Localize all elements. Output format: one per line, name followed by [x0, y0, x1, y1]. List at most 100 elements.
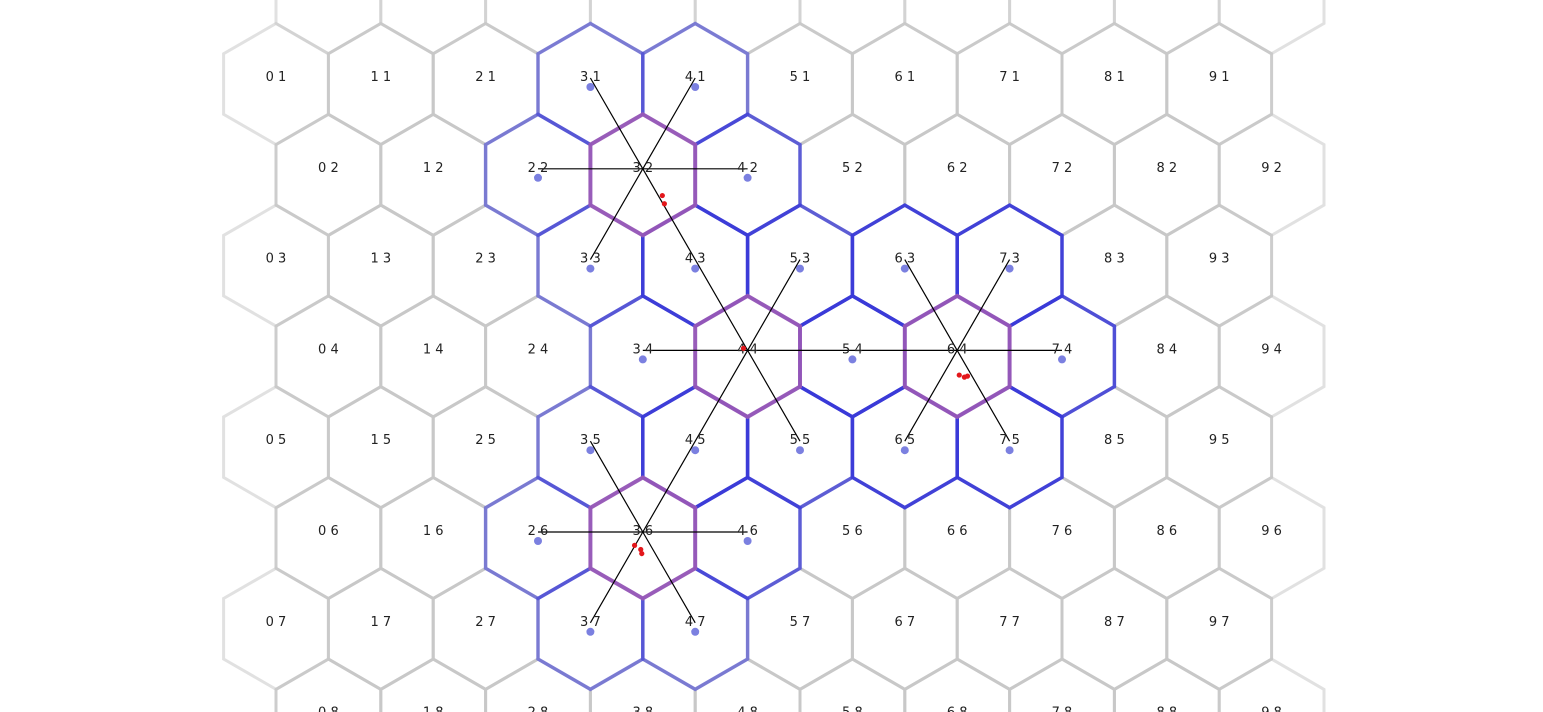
hex-cell	[1217, 657, 1326, 712]
node-dot	[691, 264, 700, 273]
node-dot	[848, 355, 857, 364]
cell-label: 2 3	[475, 252, 496, 267]
cell-label: 2 7	[475, 615, 496, 630]
link-line	[642, 168, 801, 442]
center-hex-cell	[902, 293, 1012, 420]
cell-label: 1 8	[423, 706, 444, 712]
cell-label: 8 2	[1156, 161, 1177, 176]
cell-label: 0 2	[318, 161, 339, 176]
cell-label: 1 3	[370, 252, 391, 267]
cell-label: 6 2	[947, 161, 968, 176]
node-dot	[1058, 355, 1066, 364]
node-dot	[796, 446, 804, 455]
marker-point	[659, 192, 665, 199]
link-line	[589, 77, 644, 170]
node-dot	[691, 83, 700, 91]
marker-point	[956, 372, 962, 378]
cell-label: 9 5	[1209, 433, 1230, 448]
marker-point	[740, 345, 747, 351]
cell-label: 6 5	[894, 433, 915, 448]
cell-label: 0 5	[266, 433, 287, 448]
cell-label: 0 7	[266, 615, 287, 630]
link-line	[956, 350, 1011, 442]
markers-layer	[631, 192, 971, 557]
cell-label: 1 4	[423, 342, 444, 357]
cell-label: 6 8	[947, 706, 968, 712]
cell-label: 5 8	[842, 706, 863, 712]
cell-label: 5 4	[842, 342, 863, 357]
marker-point	[631, 542, 638, 548]
cell-label: 2 5	[475, 433, 496, 448]
node-dot	[691, 627, 700, 636]
cell-label: 0 1	[266, 70, 287, 85]
cell-label: 1 2	[423, 161, 444, 176]
cell-label: 7 3	[999, 252, 1020, 267]
center-hex-cell	[588, 111, 698, 238]
center-hex-cell	[588, 475, 698, 601]
cell-label: 8 6	[1156, 524, 1177, 539]
marker-point	[639, 550, 645, 557]
cell-label: 4 2	[737, 161, 758, 176]
cell-label: 1 5	[370, 433, 391, 448]
cell-label: 1 7	[370, 615, 391, 630]
link-line	[642, 77, 696, 170]
cell-label: 5 2	[842, 161, 863, 176]
node-dot	[1005, 446, 1014, 455]
cell-label: 8 3	[1104, 252, 1125, 267]
cell-label: 7 7	[999, 615, 1020, 630]
cell-label: 8 4	[1156, 342, 1177, 357]
node-dot	[586, 627, 595, 636]
cell-label: 4 7	[685, 615, 706, 630]
cell-label: 1 6	[423, 524, 444, 539]
cell-label: 8 1	[1104, 70, 1125, 85]
link-line	[642, 350, 749, 533]
cell-label: 6 6	[947, 524, 968, 539]
cell-label: 1 1	[370, 70, 391, 85]
cell-label: 2 2	[528, 161, 549, 176]
cell-label: 9 2	[1261, 161, 1282, 176]
cell-label: 7 4	[1052, 342, 1073, 357]
cell-label: 3 1	[580, 70, 601, 85]
cell-label: 7 1	[999, 70, 1020, 85]
cell-label: 9 7	[1209, 615, 1230, 630]
cell-labels-layer: 0 1 1 1 2 1 3 1 4 1 5 1 6 1 7 1 8 1 9 1 0 2 1 2 2 2 3…	[266, 70, 1282, 712]
cell-label: 0 4	[318, 342, 339, 357]
cell-label: 5 7	[790, 615, 811, 630]
node-dots-layer	[534, 83, 1066, 636]
cell-label: 4 6	[737, 524, 758, 539]
node-dot	[534, 173, 542, 182]
marker-point	[638, 546, 644, 553]
node-dot	[743, 173, 752, 182]
link-line	[642, 531, 696, 624]
cell-label: 6 7	[894, 615, 915, 630]
link-line	[589, 440, 644, 533]
node-dot	[638, 355, 647, 364]
cell-label: 3 8	[632, 706, 653, 712]
link-lines-layer	[538, 77, 1062, 624]
cell-label: 5 3	[790, 252, 811, 267]
cell-label: 9 6	[1261, 524, 1282, 539]
cell-label: 4 1	[685, 70, 706, 85]
marker-point	[661, 201, 667, 207]
node-dot	[586, 264, 595, 273]
cell-label: 2 4	[528, 342, 549, 357]
cell-label: 6 4	[947, 342, 968, 357]
cell-label: 0 8	[318, 706, 339, 712]
marker-point	[964, 373, 971, 379]
cell-label: 2 8	[528, 706, 549, 712]
link-line	[589, 168, 644, 260]
cell-label: 9 4	[1261, 342, 1282, 357]
node-dot	[743, 537, 752, 545]
link-line	[956, 259, 1011, 351]
cell-label: 3 5	[580, 433, 601, 448]
link-line	[904, 259, 958, 351]
cell-label: 7 2	[1052, 161, 1073, 176]
cell-label: 4 8	[737, 706, 758, 712]
node-dot	[900, 264, 909, 273]
node-dot	[691, 446, 700, 455]
link-line	[747, 259, 801, 351]
cell-label: 4 4	[737, 342, 758, 357]
center-hex-cell	[693, 293, 802, 420]
